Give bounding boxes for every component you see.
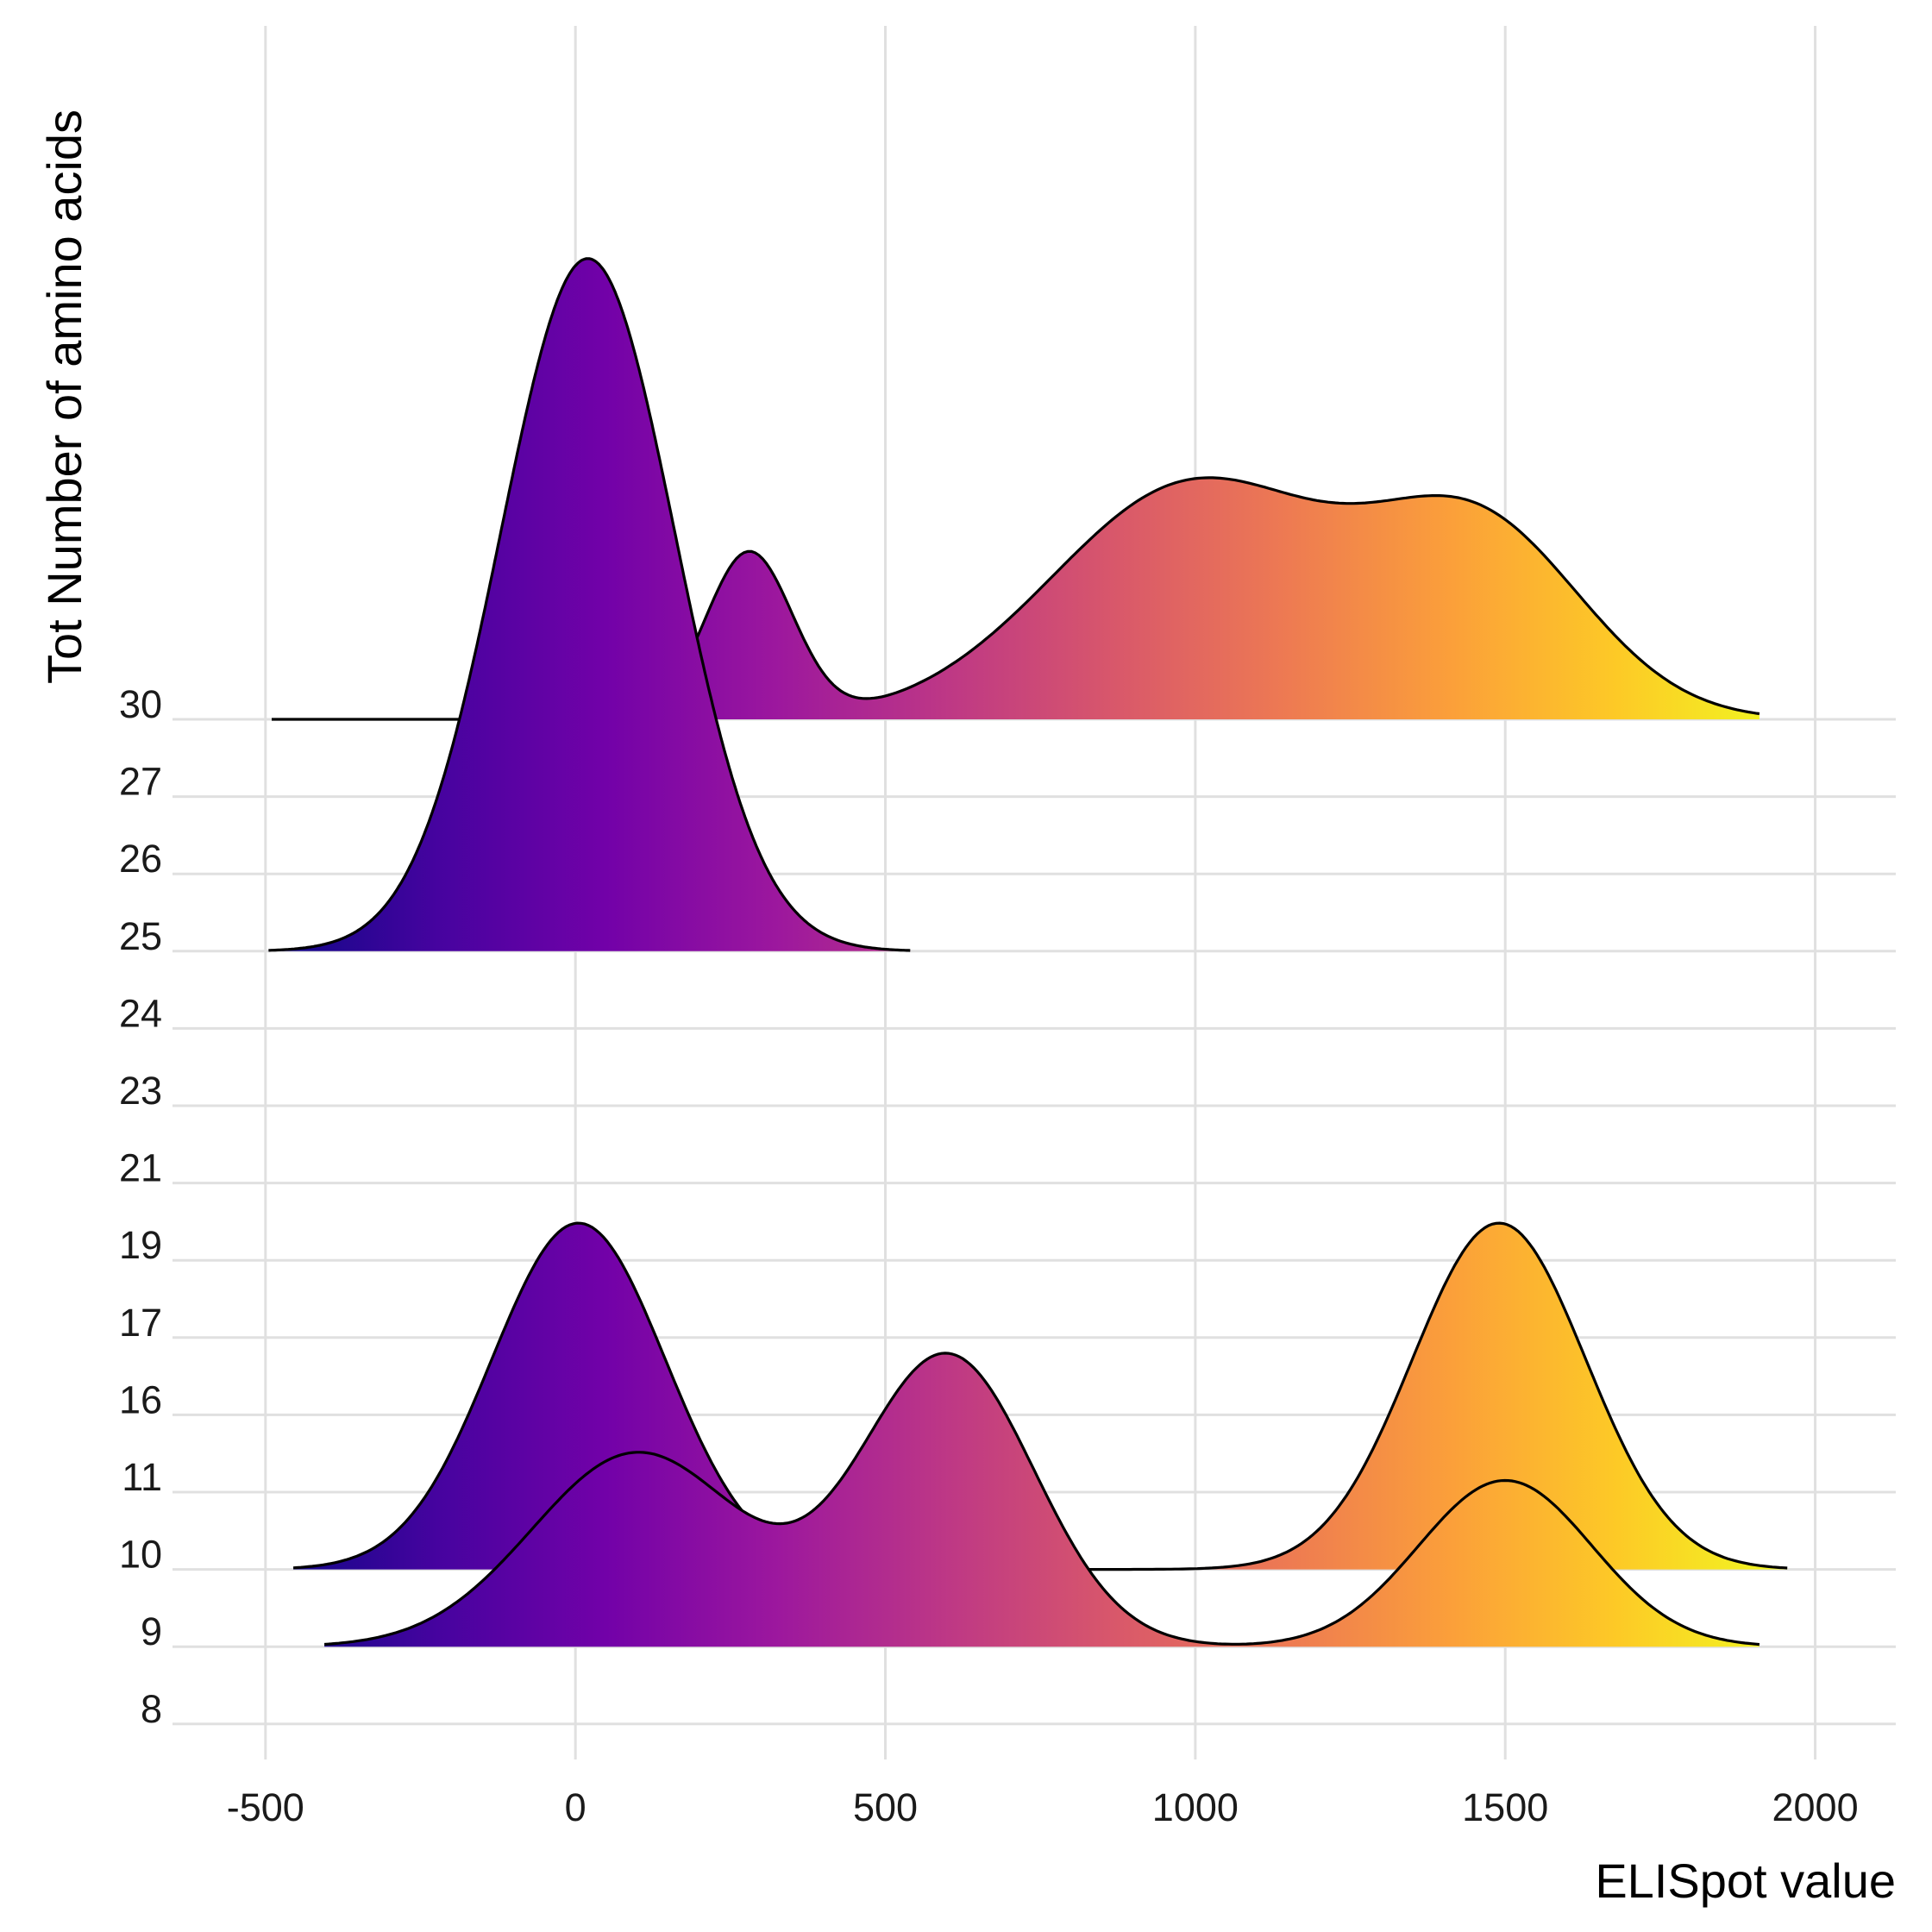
ridge-outline-25 [268,257,911,952]
y-tick-label: 30 [119,682,162,726]
y-axis-title: Tot Number of amino acids [37,110,91,684]
ridge-outline-9 [323,1352,1760,1647]
y-tick-label: 24 [119,991,162,1035]
x-tick-label: -500 [227,1785,304,1829]
y-tick-label: 26 [119,837,162,881]
grid-lines [172,26,1896,1760]
y-tick-label: 9 [141,1609,162,1653]
y-tick-label: 21 [119,1146,162,1190]
y-tick-label: 16 [119,1377,162,1421]
x-axis-title: ELISpot value [1595,1854,1896,1908]
y-tick-label: 27 [119,760,162,804]
y-tick-label: 17 [119,1301,162,1345]
y-tick-label: 23 [119,1069,162,1113]
y-axis-tick-labels: 8 9 10 11 16 17 19 21 23 24 25 26 27 30 [119,682,162,1731]
y-tick-label: 10 [119,1533,162,1577]
y-tick-label: 19 [119,1223,162,1267]
ridge-fill-9 [324,1352,1760,1647]
x-tick-label: 0 [565,1785,586,1829]
x-tick-label: 2000 [1772,1785,1859,1829]
y-tick-label: 8 [141,1687,162,1731]
y-tick-label: 11 [122,1455,162,1499]
ridge-fill-30 [272,477,1760,719]
x-tick-label: 1500 [1462,1785,1548,1829]
x-tick-label: 1000 [1152,1785,1239,1829]
ridge-fill-25 [268,258,911,951]
y-tick-label: 25 [119,914,162,958]
density-ridges [268,257,1788,1647]
x-axis-tick-labels: -500 0 500 1000 1500 2000 [227,1785,1859,1829]
x-tick-label: 500 [853,1785,918,1829]
